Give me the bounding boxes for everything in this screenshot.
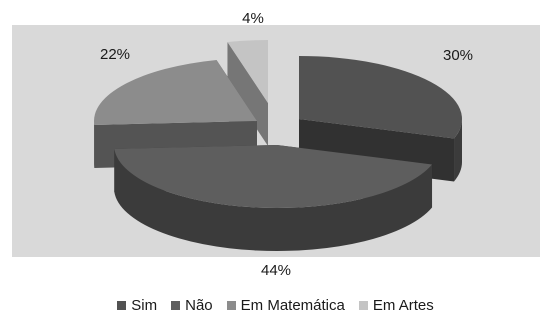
data-label-matematica: 22% — [100, 46, 130, 63]
legend-swatch-matematica — [226, 301, 236, 310]
data-label-sim: 30% — [443, 47, 473, 64]
legend-swatch-artes — [358, 301, 368, 310]
slice-sim-top — [299, 56, 462, 139]
legend-item-nao: Não — [171, 297, 213, 314]
slice-nao-top — [114, 145, 433, 209]
legend-swatch-sim — [117, 301, 127, 310]
legend-label-sim: Sim — [131, 297, 158, 314]
slice-nao-side — [114, 148, 433, 252]
legend-label-matematica: Em Matemática — [240, 297, 345, 314]
slice-matematica-top — [94, 59, 257, 125]
data-label-nao: 44% — [261, 262, 291, 279]
data-label-artes: 4% — [242, 10, 264, 27]
legend-label-artes: Em Artes — [372, 297, 434, 314]
legend-label-nao: Não — [185, 297, 213, 314]
legend: Sim Não Em Matemática Em Artes — [0, 297, 551, 314]
slice-sim-side — [454, 119, 462, 182]
legend-item-sim: Sim — [117, 297, 157, 314]
legend-swatch-nao — [171, 301, 181, 310]
legend-item-matematica: Em Matemática — [226, 297, 345, 314]
slice-artes-wall-start — [227, 41, 268, 146]
legend-item-artes: Em Artes — [358, 297, 434, 314]
slice-artes-top — [227, 40, 268, 103]
